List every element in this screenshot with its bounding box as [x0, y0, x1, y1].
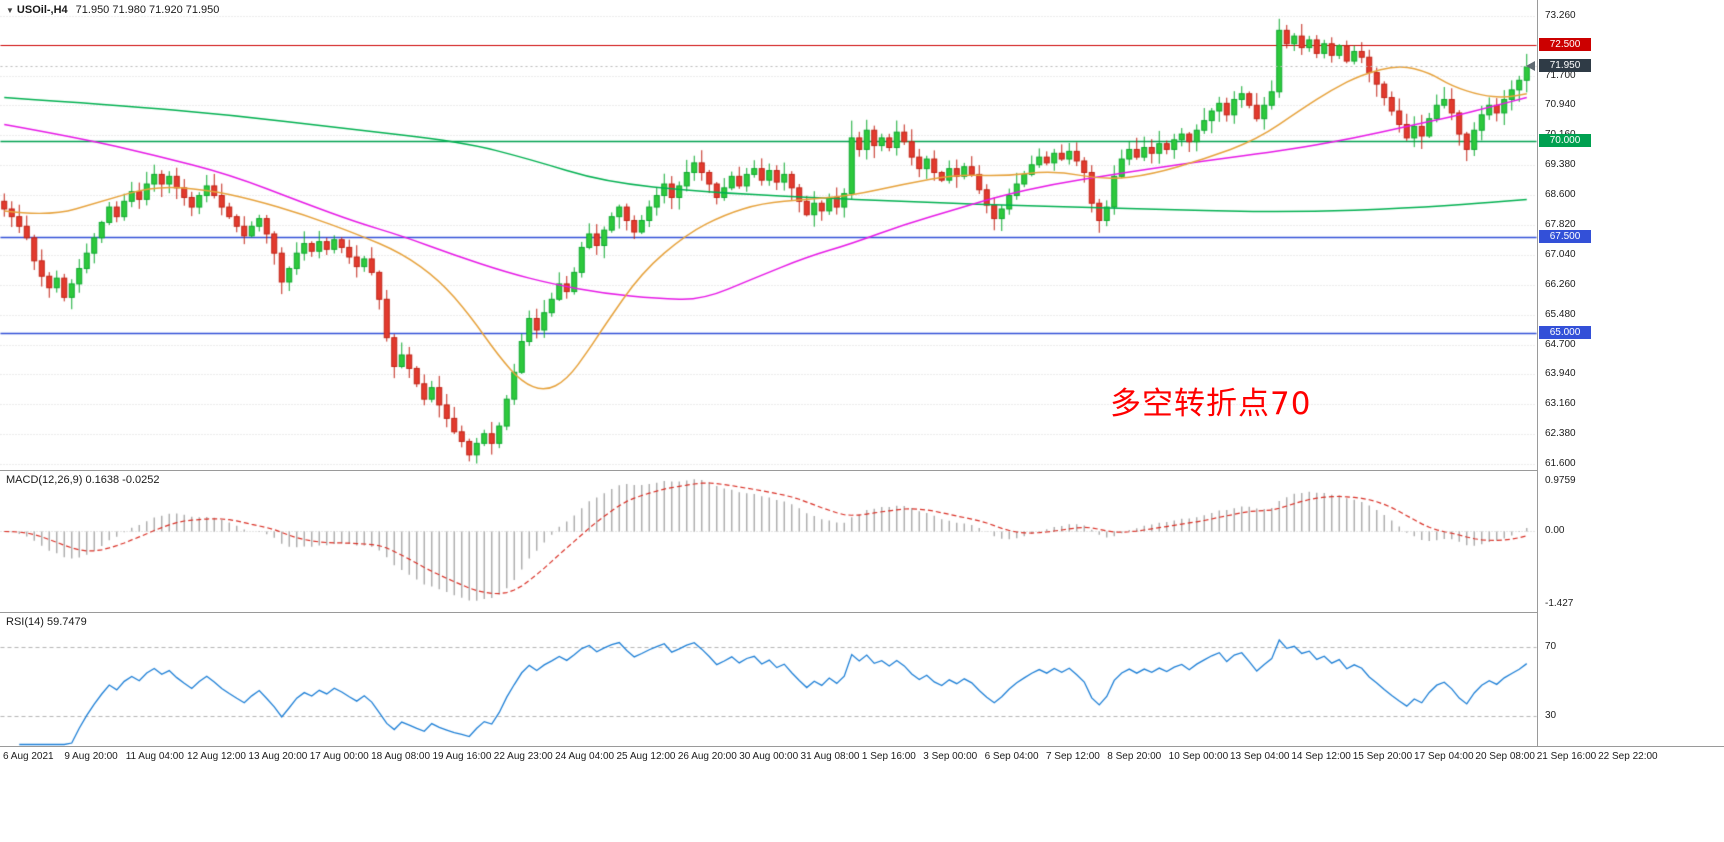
time-tick-label: 22 Sep 22:00 — [1598, 751, 1658, 762]
price-tick-label: 63.940 — [1545, 368, 1576, 380]
macd-indicator-label: MACD(12,26,9) 0.1638 -0.0252 — [6, 474, 160, 486]
current-price-badge: 71.950 — [1539, 59, 1591, 73]
price-tick-label: 71.700 — [1545, 69, 1576, 81]
time-tick-label: 30 Aug 00:00 — [739, 751, 799, 762]
time-tick-label: 3 Sep 00:00 — [923, 751, 978, 762]
ohlc-values: 71.950 71.980 71.920 71.950 — [75, 4, 220, 16]
time-tick-label: 7 Sep 12:00 — [1045, 751, 1100, 762]
rsi-tick-label: 30 — [1545, 710, 1557, 721]
chart-annotation-text[interactable]: 多空转折点70 — [1110, 386, 1312, 422]
time-tick-label: 1 Sep 16:00 — [861, 751, 916, 762]
price-tick-label: 69.380 — [1545, 159, 1576, 171]
time-tick-label: 22 Aug 23:00 — [493, 751, 553, 762]
time-tick-label: 31 Aug 08:00 — [800, 751, 860, 762]
rsi-indicator-label: RSI(14) 59.7479 — [6, 616, 87, 628]
level-price-badge: 65.000 — [1539, 326, 1591, 340]
time-tick-label: 24 Aug 04:00 — [555, 751, 615, 762]
price-tick-label: 73.260 — [1545, 10, 1576, 21]
macd-tick-label: 0.00 — [1545, 525, 1565, 536]
price-tick-label: 70.940 — [1545, 99, 1576, 111]
price-tick-label: 65.480 — [1545, 308, 1576, 320]
time-tick-label: 15 Sep 20:00 — [1352, 751, 1413, 762]
price-tick-label: 67.040 — [1545, 248, 1576, 260]
time-tick-label: 6 Sep 04:00 — [984, 751, 1039, 762]
time-tick-label: 10 Sep 00:00 — [1168, 751, 1229, 762]
price-tick-label: 62.380 — [1545, 428, 1576, 439]
price-tick-label: 61.600 — [1545, 457, 1576, 469]
rsi-tick-label: 70 — [1545, 641, 1557, 652]
time-tick-label: 25 Aug 12:00 — [616, 751, 676, 762]
level-price-badge: 72.500 — [1539, 38, 1591, 52]
chart-canvas[interactable] — [0, 0, 1537, 746]
symbol-marker-icon: ▼ — [6, 6, 14, 15]
time-tick-label: 13 Aug 20:00 — [248, 751, 308, 762]
time-tick-label: 14 Sep 12:00 — [1291, 751, 1351, 762]
time-tick-label: 6 Aug 2021 — [3, 751, 54, 762]
time-tick-label: 20 Sep 08:00 — [1475, 751, 1535, 762]
price-tick-label: 64.700 — [1545, 338, 1576, 350]
symbol-period-label: USOil-,H4 — [16, 4, 68, 16]
time-tick-label: 17 Aug 00:00 — [309, 751, 369, 762]
chart-header: ▼ USOil-,H4 71.950 71.980 71.920 71.950 — [6, 4, 219, 16]
pane-divider — [0, 612, 1724, 613]
time-tick-label: 8 Sep 20:00 — [1107, 751, 1162, 762]
price-axis[interactable]: 73.26071.70070.94070.16069.38068.60067.8… — [1537, 0, 1724, 746]
time-tick-label: 21 Sep 16:00 — [1536, 751, 1597, 762]
time-tick-label: 11 Aug 04:00 — [125, 751, 184, 762]
current-price-arrow-icon — [1526, 61, 1535, 72]
price-tick-label: 68.600 — [1545, 189, 1576, 201]
level-price-badge: 67.500 — [1539, 230, 1591, 244]
price-tick-label: 67.820 — [1545, 219, 1576, 230]
time-tick-label: 18 Aug 08:00 — [371, 751, 431, 762]
time-tick-label: 12 Aug 12:00 — [187, 751, 246, 762]
price-tick-label: 63.160 — [1545, 398, 1576, 410]
time-axis[interactable]: 6 Aug 2021 9 Aug 20:00 11 Aug 04:00 12 Aug … — [0, 746, 1724, 773]
price-tick-label: 66.260 — [1545, 278, 1576, 290]
macd-tick-label: -1.427 — [1545, 598, 1574, 610]
macd-tick-label: 0.9759 — [1545, 475, 1576, 487]
time-tick-label: 13 Sep 04:00 — [1230, 751, 1290, 762]
time-tick-label: 17 Sep 04:00 — [1414, 751, 1474, 762]
level-price-badge: 70.000 — [1539, 134, 1591, 148]
time-tick-label: 9 Aug 20:00 — [64, 751, 118, 762]
time-tick-label: 26 Aug 20:00 — [677, 751, 737, 762]
pane-divider — [0, 470, 1724, 471]
time-tick-label: 19 Aug 16:00 — [432, 751, 492, 762]
